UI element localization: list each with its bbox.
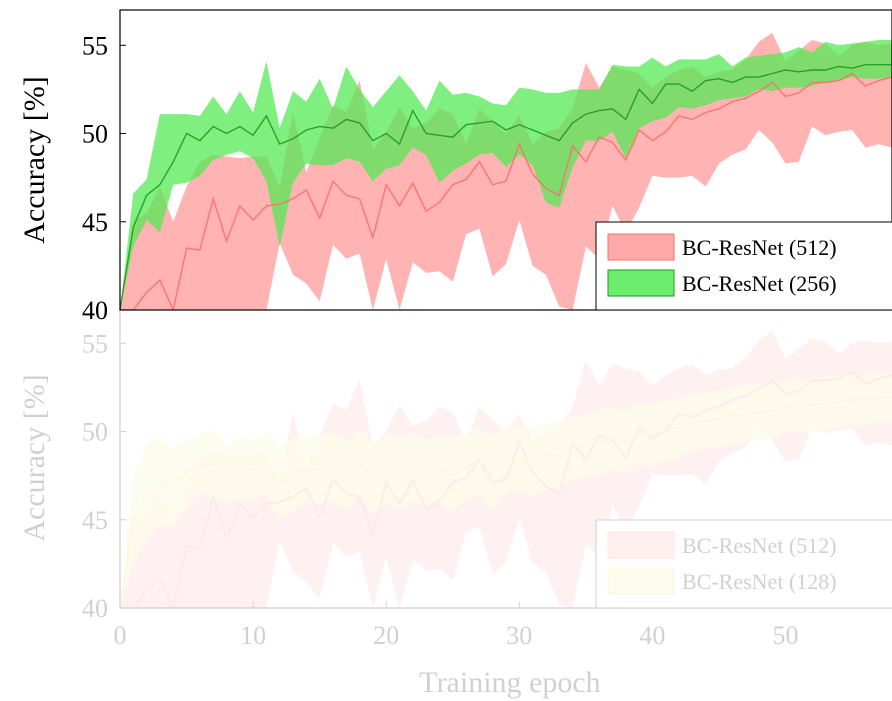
x-tick-label: 10	[240, 621, 266, 650]
y-tick-label: 45	[82, 506, 108, 535]
series-band-1	[120, 40, 892, 310]
legend-swatch-0	[607, 233, 675, 261]
y-tick-label: 40	[82, 594, 108, 623]
y-tick-label: 50	[82, 120, 108, 149]
y-tick-label: 45	[82, 208, 108, 237]
y-axis-label: Accuracy [%]	[18, 374, 51, 541]
plot-area	[120, 330, 892, 608]
y-tick-label: 40	[82, 296, 108, 325]
x-tick-label: 0	[114, 621, 127, 650]
plot-area	[120, 32, 892, 310]
legend-entry-label-0: BC-ResNet (512)	[682, 235, 837, 260]
series-mean-line-1	[120, 63, 892, 310]
x-tick-label: 30	[506, 621, 532, 650]
series-mean-line-0	[120, 72, 892, 310]
legend-box	[595, 519, 892, 609]
x-axis-label: Training epoch	[419, 666, 600, 699]
series-band-0	[120, 330, 892, 608]
legend-entry-label-0: BC-ResNet (512)	[682, 533, 837, 558]
plot-frame	[119, 9, 892, 311]
series-band-1	[120, 373, 892, 608]
series-mean-line-0	[120, 370, 892, 608]
legend-swatch-1	[607, 269, 675, 297]
x-tick-label: 20	[373, 621, 399, 650]
y-axis-label: Accuracy [%]	[18, 76, 51, 243]
y-tick-label: 55	[82, 31, 108, 60]
y-tick-label: 55	[82, 329, 108, 358]
legend: BC-ResNet (512) BC-ResNet (128)	[595, 519, 892, 609]
bottom-accuracy-panel: 40 45 50 55 0 10 20 30 40 50 Accuracy [%] Training …	[18, 308, 892, 699]
legend-entry-label-1: BC-ResNet (128)	[682, 569, 837, 594]
x-tick-label: 50	[773, 621, 799, 650]
x-tick-label: 40	[639, 621, 665, 650]
y-tick-label: 50	[82, 418, 108, 447]
legend-entry-label-1: BC-ResNet (256)	[682, 271, 837, 296]
series-mean-line-1	[120, 397, 892, 608]
legend-swatch-0	[607, 531, 675, 559]
legend: BC-ResNet (512) BC-ResNet (256)	[595, 221, 892, 311]
legend-swatch-1	[607, 567, 675, 595]
